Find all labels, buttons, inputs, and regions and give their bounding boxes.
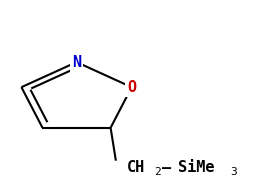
Text: —: —	[162, 160, 171, 175]
Text: CH: CH	[126, 160, 145, 175]
Text: 2: 2	[154, 167, 161, 177]
Text: SiMe: SiMe	[178, 160, 214, 175]
Text: O: O	[127, 80, 136, 95]
Text: 3: 3	[231, 167, 237, 177]
Text: N: N	[72, 55, 81, 70]
